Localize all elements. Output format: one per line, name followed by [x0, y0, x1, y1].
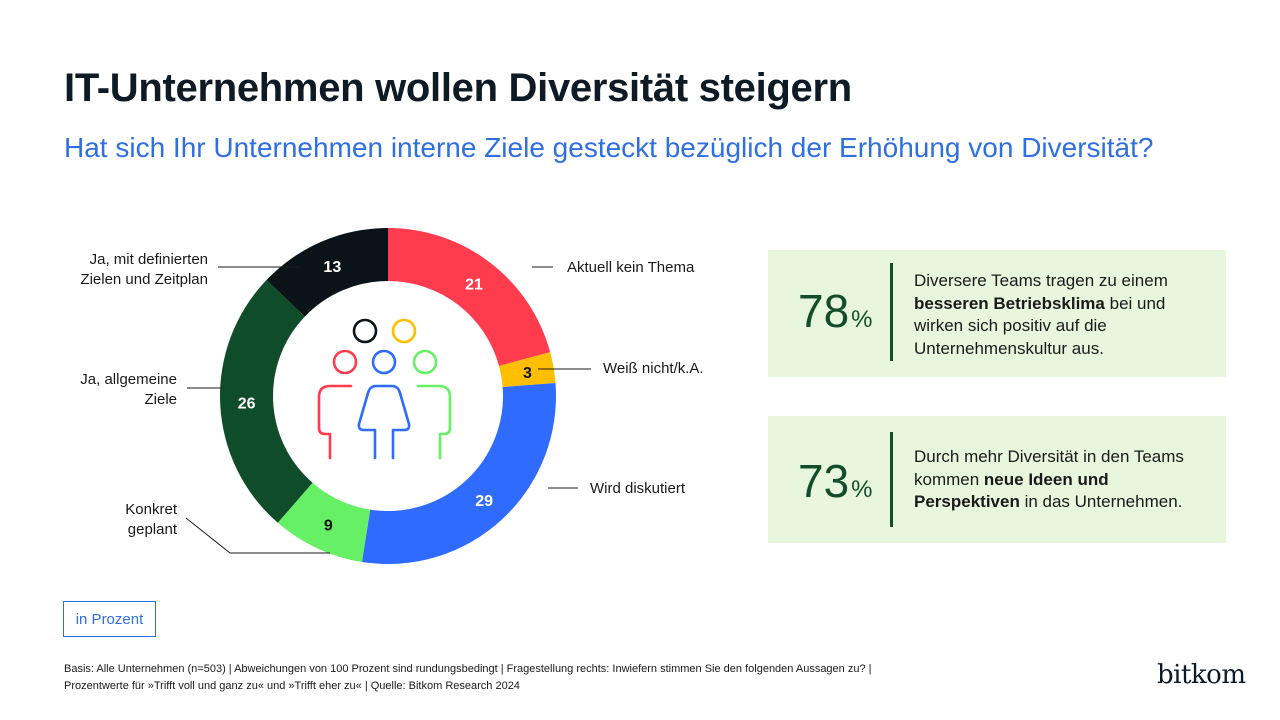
- stat-text-part: Diversere Teams tragen zu einem: [914, 271, 1168, 290]
- stat-box-ideas: 73% Durch mehr Diversität in den Teams k…: [768, 416, 1226, 543]
- stat-text-bold: besseren Betriebsklima: [914, 293, 1105, 313]
- slice-label: Konkret geplant: [125, 501, 178, 538]
- stat-box-climate: 78% Diversere Teams tragen zu einem bess…: [768, 250, 1226, 377]
- stat-text-bold: neue Ideen und Perspektiven: [914, 469, 1109, 512]
- stat-text-part: bei und wirken sich positiv auf die Unte…: [914, 293, 1166, 358]
- page-title: IT-Unternehmen wollen Diversität steiger…: [64, 66, 852, 110]
- donut-slice: [388, 228, 551, 366]
- leader-line: [185, 517, 330, 554]
- slice-label: Aktuell kein Thema: [567, 259, 695, 276]
- slice-value: 9: [324, 517, 333, 534]
- donut-slice: [499, 352, 556, 388]
- slice-label: Ja, allgemeine Ziele: [80, 371, 177, 408]
- slice-label: Weiß nicht/k.A.: [603, 360, 704, 377]
- diverse-people-icon: [317, 318, 452, 460]
- stat-text: Durch mehr Diversität in den Teams komme…: [914, 446, 1214, 514]
- stat-text-part: Durch mehr Diversität in den Teams komme…: [914, 447, 1184, 489]
- footnote: Basis: Alle Unternehmen (n=503) | Abweic…: [64, 661, 872, 695]
- donut-slice: [361, 382, 556, 564]
- divider-bar: [890, 432, 893, 527]
- unit-label: in Prozent: [63, 601, 156, 637]
- page-subtitle: Hat sich Ihr Unternehmen interne Ziele g…: [64, 132, 1154, 163]
- donut-slice: [266, 228, 388, 317]
- slice-label: Ja, mit definierten Zielen und Zeitplan: [80, 251, 208, 288]
- donut-slice: [277, 482, 371, 562]
- divider-bar: [890, 263, 893, 361]
- slice-value: 21: [465, 277, 483, 294]
- slice-value: 26: [238, 396, 256, 413]
- slice-value: 29: [475, 493, 493, 510]
- bitkom-logo: bitkom: [1157, 660, 1246, 690]
- stat-value: 73%: [798, 455, 873, 507]
- stat-text-part: in das Unternehmen.: [1019, 492, 1183, 511]
- slice-value: 3: [523, 365, 532, 382]
- slice-value: 13: [323, 259, 341, 276]
- slice-label: Wird diskutiert: [590, 480, 686, 497]
- footnote-line: Basis: Alle Unternehmen (n=503) | Abweic…: [64, 663, 872, 675]
- stat-text: Diversere Teams tragen zu einem besseren…: [914, 270, 1214, 360]
- footnote-line: Prozentwerte für »Trifft voll und ganz z…: [64, 680, 520, 692]
- stat-value: 78%: [798, 285, 873, 337]
- donut-slice: [220, 280, 313, 523]
